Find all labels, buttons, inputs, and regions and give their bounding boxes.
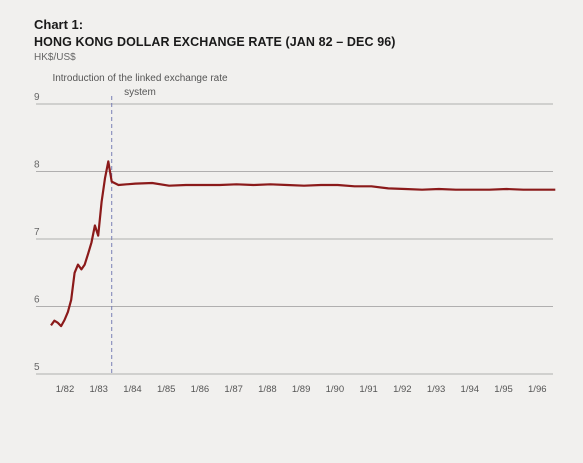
- x-tick-label: 1/91: [359, 384, 378, 395]
- x-tick-labels: 1/82 1/83 1/84 1/85 1/86 1/87 1/88 1/89 1/90 1/91…: [56, 384, 547, 395]
- x-tick-label: 1/83: [89, 384, 108, 395]
- y-tick-label: 8: [34, 160, 40, 171]
- x-tick-label: 1/87: [224, 384, 243, 395]
- x-tick-label: 1/82: [56, 384, 75, 395]
- annotation-text: Introduction of the linked exchange rate…: [52, 73, 228, 98]
- x-tick-label: 1/92: [393, 384, 412, 395]
- chart-subtitle: HONG KONG DOLLAR EXCHANGE RATE (JAN 82 –…: [34, 35, 396, 49]
- x-tick-label: 1/86: [191, 384, 210, 395]
- x-tick-label: 1/88: [258, 384, 277, 395]
- x-tick-label: 1/89: [292, 384, 311, 395]
- y-tick-label: 9: [34, 92, 40, 103]
- series-line-0: [50, 160, 556, 328]
- y-tick-label: 6: [34, 295, 40, 306]
- y-tick-label: 7: [34, 227, 40, 238]
- x-tick-label: 1/94: [461, 384, 480, 395]
- x-tick-label: 1/85: [157, 384, 176, 395]
- x-tick-label: 1/84: [123, 384, 142, 395]
- chart-title: Chart 1:: [34, 17, 84, 32]
- x-tick-label: 1/95: [494, 384, 513, 395]
- x-tick-label: 1/93: [427, 384, 446, 395]
- x-tick-label: 1/90: [326, 384, 345, 395]
- series-layer: [50, 160, 556, 328]
- y-tick-labels: 5 6 7 8 9: [34, 92, 40, 373]
- gridlines: [36, 103, 553, 375]
- y-axis-unit-label: HK$/US$: [34, 52, 76, 63]
- y-tick-label: 5: [34, 362, 40, 373]
- x-tick-label: 1/96: [528, 384, 547, 395]
